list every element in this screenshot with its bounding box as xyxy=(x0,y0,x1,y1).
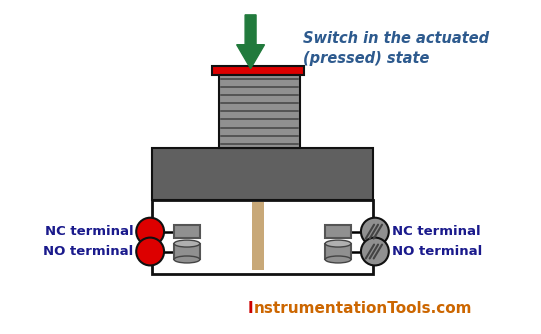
Bar xyxy=(252,202,263,271)
Bar xyxy=(212,65,304,74)
Bar xyxy=(219,74,300,148)
Bar xyxy=(174,225,200,238)
Ellipse shape xyxy=(174,240,200,247)
Circle shape xyxy=(361,218,389,245)
Bar xyxy=(174,243,200,260)
Bar xyxy=(325,243,351,260)
Text: NC terminal: NC terminal xyxy=(44,225,133,238)
FancyArrow shape xyxy=(236,15,265,68)
Text: Switch in the actuated
(pressed) state: Switch in the actuated (pressed) state xyxy=(304,31,490,65)
Text: I: I xyxy=(248,301,254,316)
Ellipse shape xyxy=(325,240,351,247)
Text: nstrumentationTools.com: nstrumentationTools.com xyxy=(254,301,472,316)
Ellipse shape xyxy=(174,256,200,263)
Text: NO terminal: NO terminal xyxy=(43,245,133,258)
Bar xyxy=(152,148,373,200)
Text: NO terminal: NO terminal xyxy=(392,245,482,258)
Circle shape xyxy=(136,237,164,266)
Ellipse shape xyxy=(325,256,351,263)
Circle shape xyxy=(136,218,164,245)
Bar xyxy=(152,200,373,275)
Circle shape xyxy=(361,237,389,266)
Bar xyxy=(325,225,351,238)
Text: NC terminal: NC terminal xyxy=(392,225,480,238)
